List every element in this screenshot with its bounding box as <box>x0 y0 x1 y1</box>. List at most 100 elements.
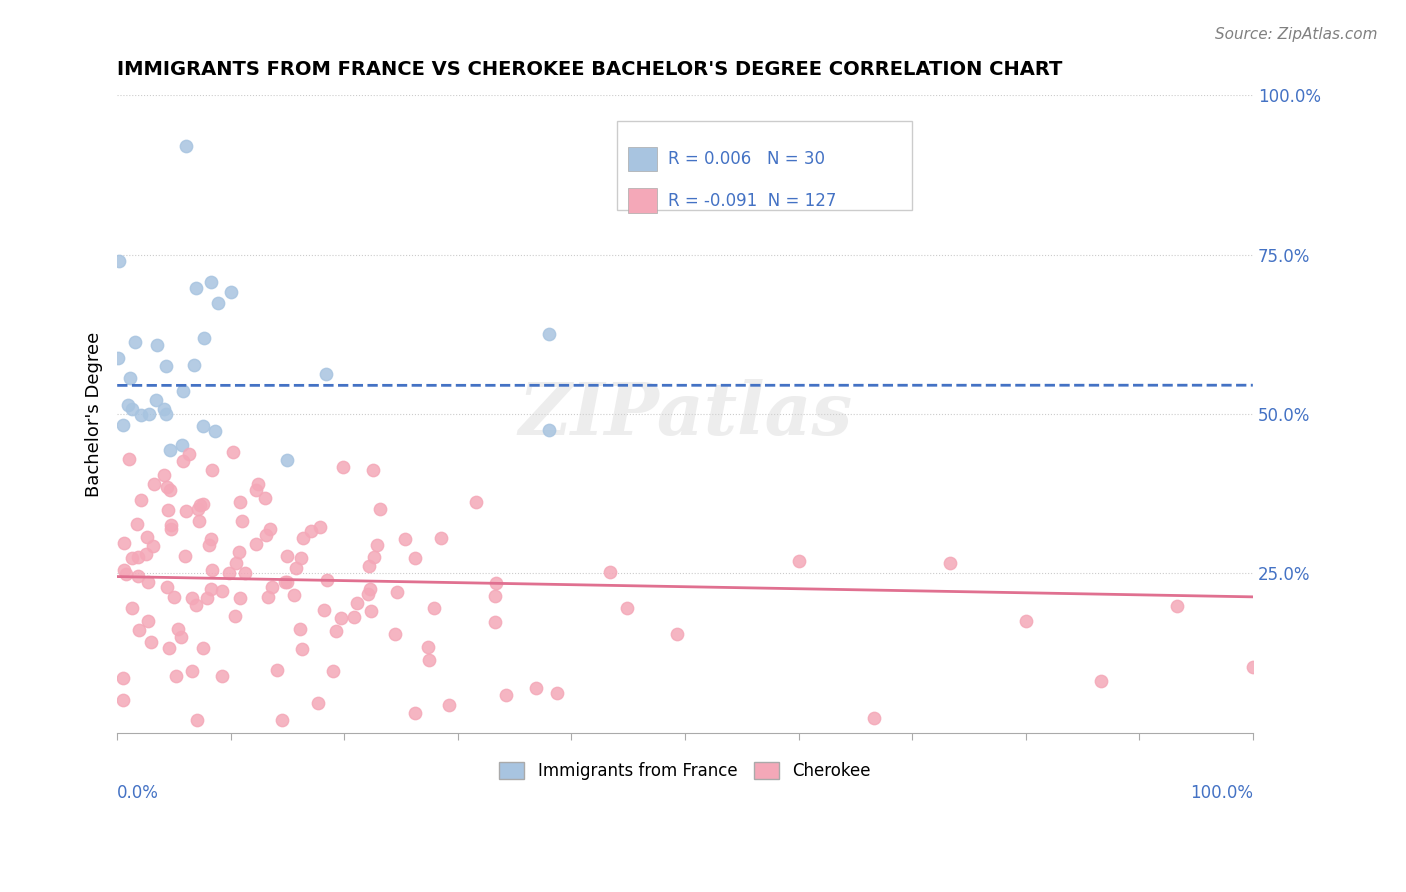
Point <box>112 693 135 707</box>
Point <box>322 664 344 678</box>
Point <box>231 514 253 528</box>
Point <box>201 463 224 477</box>
Point <box>163 591 186 605</box>
Point <box>224 609 246 624</box>
Point <box>131 493 153 508</box>
Point <box>394 532 416 546</box>
Point <box>174 139 197 153</box>
Point <box>332 460 354 475</box>
Point <box>254 527 277 541</box>
Point <box>316 573 339 587</box>
Point <box>343 609 366 624</box>
Point <box>112 671 135 685</box>
Point <box>259 522 281 536</box>
Point <box>193 331 215 345</box>
Point <box>139 635 162 649</box>
Point <box>229 495 252 509</box>
Point <box>257 590 280 604</box>
Point <box>180 665 202 679</box>
Point <box>172 384 194 398</box>
Point <box>135 547 157 561</box>
Point <box>114 566 136 581</box>
Point <box>1090 674 1112 689</box>
Point <box>121 600 143 615</box>
Point <box>145 392 167 407</box>
Point <box>939 556 962 570</box>
Point <box>180 591 202 605</box>
Point <box>423 601 446 615</box>
Point <box>136 530 159 544</box>
Point <box>117 398 139 412</box>
Point <box>404 706 426 721</box>
Point <box>315 367 337 381</box>
Point <box>225 556 247 570</box>
Point <box>325 624 347 638</box>
Point <box>526 681 548 695</box>
Point <box>153 402 176 417</box>
Point <box>290 550 312 565</box>
Point <box>152 467 174 482</box>
Text: Source: ZipAtlas.com: Source: ZipAtlas.com <box>1215 27 1378 42</box>
Point <box>346 596 368 610</box>
Point <box>187 502 209 516</box>
Point <box>262 580 284 594</box>
Point <box>112 563 135 577</box>
Point <box>125 517 148 532</box>
Point <box>245 537 267 551</box>
Point <box>308 520 330 534</box>
Point <box>127 550 149 565</box>
Point <box>195 591 218 605</box>
Point <box>787 554 810 568</box>
Point <box>229 591 252 605</box>
Point <box>299 524 322 538</box>
Point <box>200 582 222 596</box>
Point <box>146 338 169 352</box>
Point <box>211 584 233 599</box>
Point <box>186 598 208 612</box>
Point <box>292 531 315 545</box>
Point <box>246 476 269 491</box>
Point <box>221 445 243 459</box>
Point <box>200 275 222 289</box>
Point <box>276 453 298 467</box>
Point <box>121 551 143 566</box>
Point <box>666 627 689 641</box>
Point <box>363 550 385 565</box>
Point <box>484 576 506 591</box>
Point <box>188 498 211 512</box>
Point <box>156 480 179 494</box>
Point <box>1015 615 1038 629</box>
Point <box>360 604 382 618</box>
Point <box>211 669 233 683</box>
Point <box>271 713 294 727</box>
Point <box>288 622 311 636</box>
Point <box>357 558 380 573</box>
Point <box>183 358 205 372</box>
Point <box>495 688 517 702</box>
Point <box>128 623 150 637</box>
Point <box>136 614 159 628</box>
Point <box>160 522 183 536</box>
Point <box>156 502 179 516</box>
Legend: Immigrants from France, Cherokee: Immigrants from France, Cherokee <box>491 753 879 789</box>
Point <box>245 483 267 497</box>
Point <box>124 334 146 349</box>
Point <box>136 575 159 590</box>
Point <box>107 351 129 365</box>
Point <box>546 686 568 700</box>
Point <box>616 600 638 615</box>
Point <box>291 642 314 657</box>
Point <box>142 539 165 553</box>
FancyBboxPatch shape <box>617 121 912 211</box>
Point <box>357 587 380 601</box>
Point <box>366 538 388 552</box>
Point <box>172 454 194 468</box>
Point <box>283 588 305 602</box>
Point <box>359 582 381 597</box>
Point <box>218 566 240 581</box>
Point <box>165 669 187 683</box>
Point <box>1166 599 1188 614</box>
Point <box>155 359 177 374</box>
Point <box>368 502 391 516</box>
Point <box>157 641 180 656</box>
